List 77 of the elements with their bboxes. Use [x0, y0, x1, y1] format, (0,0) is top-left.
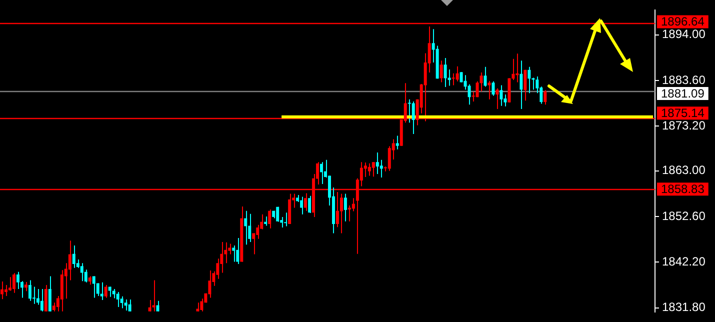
candlestick	[4, 284, 8, 296]
candlestick	[80, 262, 84, 282]
candlestick	[124, 299, 128, 311]
candlestick	[28, 280, 32, 302]
ref-line-label: 1875.14	[661, 106, 705, 120]
candlestick	[40, 288, 44, 312]
candlestick	[524, 69, 527, 102]
candlestick	[380, 159, 383, 178]
y-tick-label: 1873.20	[662, 118, 706, 132]
candlestick	[24, 281, 28, 292]
y-tick-label: 1894.00	[662, 27, 706, 42]
candlestick	[244, 210, 248, 246]
candlestick	[544, 90, 547, 106]
candlestick	[208, 270, 212, 298]
candlestick	[448, 68, 451, 86]
candlestick	[96, 282, 100, 296]
y-tick-label: 1863.00	[662, 163, 706, 178]
candlestick	[304, 192, 308, 212]
candlestick	[340, 193, 343, 234]
candlestick	[452, 72, 455, 86]
candlestick	[376, 152, 379, 174]
candlestick	[104, 284, 108, 298]
candlestick	[112, 288, 116, 299]
candlestick	[468, 84, 471, 106]
candlestick	[72, 245, 76, 268]
candlestick	[368, 162, 371, 176]
candlestick	[500, 84, 503, 106]
y-tick-label: 1842.20	[662, 254, 706, 269]
candlestick	[484, 66, 487, 88]
candlestick	[496, 88, 499, 110]
candlestick	[264, 216, 268, 226]
candlestick	[372, 162, 375, 178]
candlestick	[364, 162, 367, 178]
candlestick	[344, 193, 347, 222]
candlestick	[456, 66, 459, 82]
candlestick	[520, 60, 523, 110]
candlestick	[116, 292, 120, 308]
candlestick	[268, 209, 272, 229]
candlestick	[440, 60, 443, 83]
candlestick	[408, 98, 411, 124]
candlestick	[100, 282, 104, 300]
candlestick	[488, 80, 491, 100]
candlestick	[120, 296, 124, 309]
candlestick	[32, 286, 36, 304]
candlestick	[492, 80, 495, 96]
y-tick-label: 1883.60	[662, 72, 706, 87]
candlestick	[92, 276, 96, 298]
ref-line-label: 1896.64	[661, 14, 705, 29]
candlestick	[44, 284, 48, 312]
candlestick	[48, 276, 52, 312]
candlestick	[148, 299, 152, 312]
candlestick	[128, 299, 132, 312]
candlestick	[152, 280, 156, 312]
candlestick	[232, 245, 236, 262]
candlestick	[412, 101, 415, 134]
candlestick	[236, 238, 240, 264]
ref-line-label: 1881.09	[661, 86, 705, 100]
ref-line-label: 1858.83	[661, 182, 705, 196]
candlestick	[352, 198, 355, 212]
candlestick	[396, 135, 399, 150]
candlestick	[300, 196, 304, 215]
candlestick	[16, 271, 20, 290]
candlestick	[320, 162, 324, 185]
candlestick	[444, 58, 447, 88]
candlestick	[12, 272, 16, 294]
candlestick	[388, 146, 391, 172]
candlestick	[248, 213, 252, 242]
candlestick	[528, 66, 531, 94]
candlestick	[336, 191, 339, 228]
candlestick	[0, 281, 4, 300]
y-tick-label: 1831.80	[662, 300, 706, 314]
y-tick-label: 1852.60	[662, 208, 706, 223]
candlestick	[284, 212, 288, 227]
candlestick	[308, 195, 312, 214]
candlestick	[156, 300, 160, 312]
candlestick	[276, 206, 280, 222]
candlestick	[256, 224, 260, 240]
